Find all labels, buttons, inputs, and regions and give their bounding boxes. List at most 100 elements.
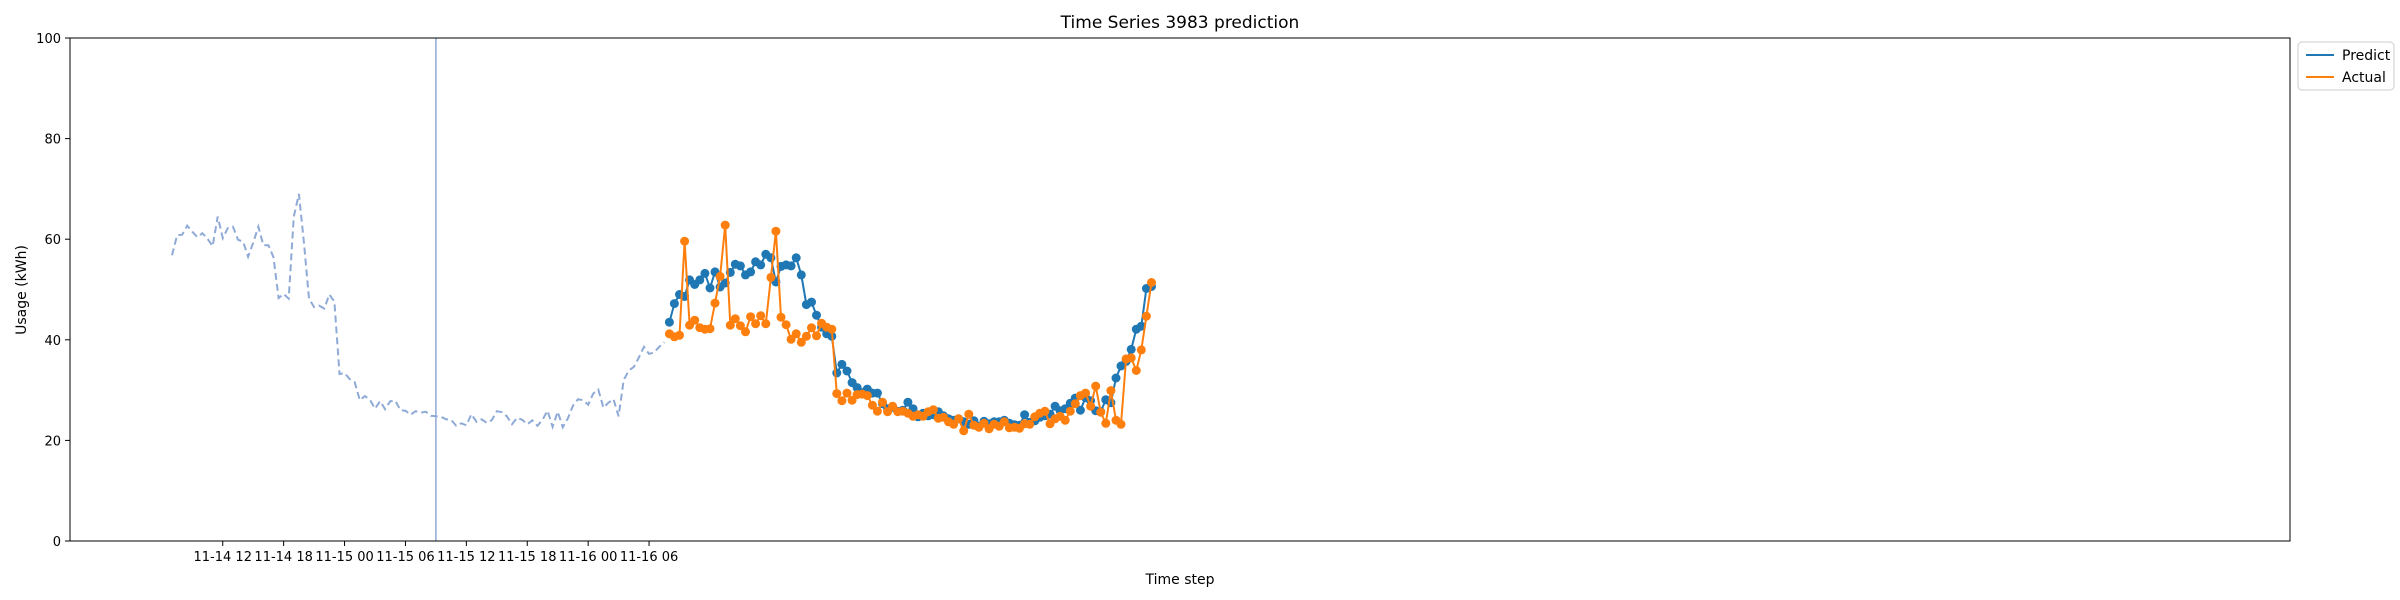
y-tick-label: 0 xyxy=(53,535,61,550)
actual-point xyxy=(781,320,791,330)
actual-point xyxy=(832,389,842,399)
actual-point xyxy=(1081,388,1090,398)
actual-point xyxy=(959,426,969,436)
actual-point xyxy=(705,324,715,334)
actual-point xyxy=(1131,366,1141,375)
y-tick-label: 40 xyxy=(44,334,61,349)
actual-point xyxy=(675,330,684,340)
y-axis-label: Usage (kWh) xyxy=(14,245,30,335)
actual-point xyxy=(761,319,771,329)
actual-point xyxy=(812,331,821,341)
predict-point xyxy=(842,366,852,376)
actual-point xyxy=(776,312,786,322)
actual-point xyxy=(715,271,725,281)
actual-point xyxy=(1091,381,1101,391)
actual-point xyxy=(1126,353,1136,363)
predict-point xyxy=(837,359,847,369)
plot-area xyxy=(171,38,1156,541)
x-tick-label: 11-16 06 xyxy=(620,550,678,565)
actual-point xyxy=(796,337,806,347)
history-line xyxy=(171,193,665,431)
predict-point xyxy=(872,388,882,398)
actual-point xyxy=(690,315,700,325)
actual-point xyxy=(999,417,1009,427)
actual-point xyxy=(1070,399,1080,409)
y-tick-label: 60 xyxy=(44,233,61,248)
actual-point xyxy=(827,324,837,334)
actual-point xyxy=(801,331,811,341)
predict-point xyxy=(903,397,913,407)
actual-point xyxy=(1065,406,1075,416)
actual-point xyxy=(735,321,745,331)
actual-point xyxy=(1096,407,1106,417)
actual-point xyxy=(725,320,735,330)
predict-point xyxy=(832,368,842,378)
predict-point xyxy=(756,260,766,270)
actual-point xyxy=(842,388,852,398)
actual-point xyxy=(791,329,801,339)
actual-point xyxy=(1025,419,1035,429)
actual-point xyxy=(867,400,877,410)
actual-point xyxy=(720,220,730,230)
legend-predict-label: Predict xyxy=(2342,48,2391,64)
actual-point xyxy=(954,414,964,424)
predict-point xyxy=(664,317,674,327)
legend: Predict Actual xyxy=(2297,41,2395,91)
y-tick-label: 80 xyxy=(44,133,61,148)
predict-point xyxy=(695,275,705,285)
predict-point xyxy=(786,261,796,271)
actual-point xyxy=(751,319,761,329)
x-tick-label: 11-16 00 xyxy=(559,550,617,565)
actual-point xyxy=(964,409,974,419)
actual-point xyxy=(837,396,847,406)
predict-point xyxy=(735,261,745,271)
y-tick-label: 100 xyxy=(36,32,61,47)
actual-point xyxy=(741,327,750,337)
predict-point xyxy=(669,299,679,309)
actual-point xyxy=(928,405,938,415)
actual-point xyxy=(1101,418,1111,428)
actual-point xyxy=(862,391,872,401)
x-tick-label: 11-15 18 xyxy=(498,550,556,565)
actual-point xyxy=(766,272,776,282)
predict-point xyxy=(1111,373,1121,383)
actual-point xyxy=(807,323,816,333)
predict-point xyxy=(796,270,806,280)
legend-actual-label: Actual xyxy=(2342,70,2386,86)
predict-point xyxy=(1126,344,1136,354)
actual-point xyxy=(1040,406,1050,416)
predict-point xyxy=(1020,410,1030,420)
actual-point xyxy=(1147,278,1156,287)
predict-point xyxy=(812,310,821,320)
predict-point xyxy=(705,283,715,293)
predict-point xyxy=(807,297,816,307)
actual-point xyxy=(1141,311,1151,321)
actual-point xyxy=(878,397,887,407)
y-axis: 0 20 40 60 80 100 xyxy=(36,32,70,550)
plot-frame xyxy=(69,37,2291,542)
actual-point xyxy=(1136,345,1146,355)
actual-point xyxy=(710,298,720,308)
actual-point xyxy=(1116,419,1126,429)
predict-point xyxy=(746,267,756,277)
actual-point xyxy=(756,311,766,321)
actual-point xyxy=(771,226,781,236)
x-tick-label: 11-14 12 xyxy=(194,550,252,565)
predict-point xyxy=(700,268,710,278)
x-tick-label: 11-15 00 xyxy=(315,550,373,565)
predict-point xyxy=(791,253,801,263)
actual-point xyxy=(872,406,882,416)
chart-title: Time Series 3983 prediction xyxy=(1060,13,1300,33)
x-axis: 11-14 12 11-14 18 11-15 00 11-15 06 11-15 12… xyxy=(194,541,678,565)
actual-point xyxy=(1060,415,1070,425)
x-tick-label: 11-15 06 xyxy=(376,550,434,565)
actual-point xyxy=(1106,386,1116,396)
actual-point xyxy=(746,312,756,322)
x-axis-label: Time step xyxy=(1145,572,1215,588)
actual-point xyxy=(680,236,690,246)
actual-point xyxy=(1086,401,1096,411)
x-tick-label: 11-14 18 xyxy=(254,550,312,565)
actual-point xyxy=(730,314,740,324)
x-tick-label: 11-15 12 xyxy=(437,550,495,565)
